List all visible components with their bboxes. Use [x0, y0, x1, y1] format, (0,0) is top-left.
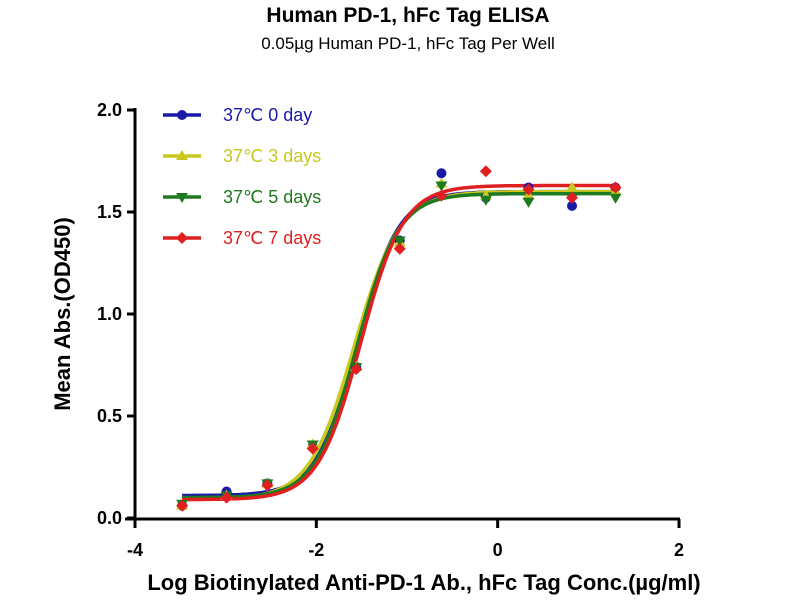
legend: 37℃ 0 day 37℃ 3 days 37℃ 5 days 37℃ 7 days	[163, 105, 321, 248]
y-tick-label: 1.5	[97, 202, 122, 222]
y-tick-label: 0.5	[97, 406, 122, 426]
chart-title: Human PD-1, hFc Tag ELISA	[266, 4, 549, 27]
fit-curve-3	[182, 183, 616, 502]
x-tick-label: -2	[308, 540, 324, 560]
legend-label: 37℃ 5 days	[223, 187, 321, 207]
legend-item-0: 37℃ 0 day	[163, 105, 312, 125]
y-ticks: 0.0 0.5 1.0 1.5 2.0	[97, 100, 135, 528]
data-point-s3-0	[176, 499, 189, 512]
data-point-s0-9	[567, 200, 578, 211]
axes	[125, 108, 680, 521]
data-point-s3-10	[609, 181, 622, 194]
data-point-s3-9	[566, 191, 579, 204]
legend-item-1: 37℃ 3 days	[163, 146, 321, 166]
data-point-s3-7	[479, 165, 492, 178]
x-ticks: -4 -2 0 2	[127, 519, 684, 560]
legend-label: 37℃ 3 days	[223, 146, 321, 166]
y-tick-label: 1.0	[97, 304, 122, 324]
legend-item-2: 37℃ 5 days	[163, 187, 321, 207]
data-point-s3-1	[220, 491, 233, 504]
x-tick-label: 2	[674, 540, 684, 560]
data-point-s3-4	[350, 363, 363, 376]
data-point-s3-2	[261, 479, 274, 492]
data-points	[176, 165, 622, 512]
data-point-s3-8	[522, 183, 535, 196]
data-point-s2-10	[609, 193, 622, 204]
chart-subtitle: 0.05µg Human PD-1, hFc Tag Per Well	[261, 34, 555, 53]
fit-curves	[182, 183, 616, 502]
legend-marker-icon	[176, 232, 188, 244]
legend-marker-icon	[177, 110, 187, 120]
legend-marker-icon	[176, 193, 188, 203]
legend-marker-icon	[176, 150, 188, 160]
data-point-s0-6	[436, 168, 447, 179]
legend-label: 37℃ 7 days	[223, 228, 321, 248]
data-point-s2-8	[522, 197, 535, 208]
x-tick-label: 0	[493, 540, 503, 560]
data-point-s2-7	[479, 195, 492, 206]
y-tick-label: 0.0	[97, 508, 122, 528]
data-point-s2-6	[435, 181, 448, 192]
legend-label: 37℃ 0 day	[223, 105, 312, 125]
x-axis-label: Log Biotinylated Anti-PD-1 Ab., hFc Tag …	[147, 570, 700, 595]
y-axis-label: Mean Abs.(OD450)	[50, 217, 75, 411]
data-point-s2-5	[393, 236, 406, 247]
y-tick-label: 2.0	[97, 100, 122, 120]
x-tick-label: -4	[127, 540, 143, 560]
data-point-s3-6	[435, 189, 448, 202]
data-point-s3-5	[393, 242, 406, 255]
data-point-s3-3	[306, 442, 319, 455]
legend-item-3: 37℃ 7 days	[163, 228, 321, 248]
data-point-s1-9	[566, 181, 579, 192]
